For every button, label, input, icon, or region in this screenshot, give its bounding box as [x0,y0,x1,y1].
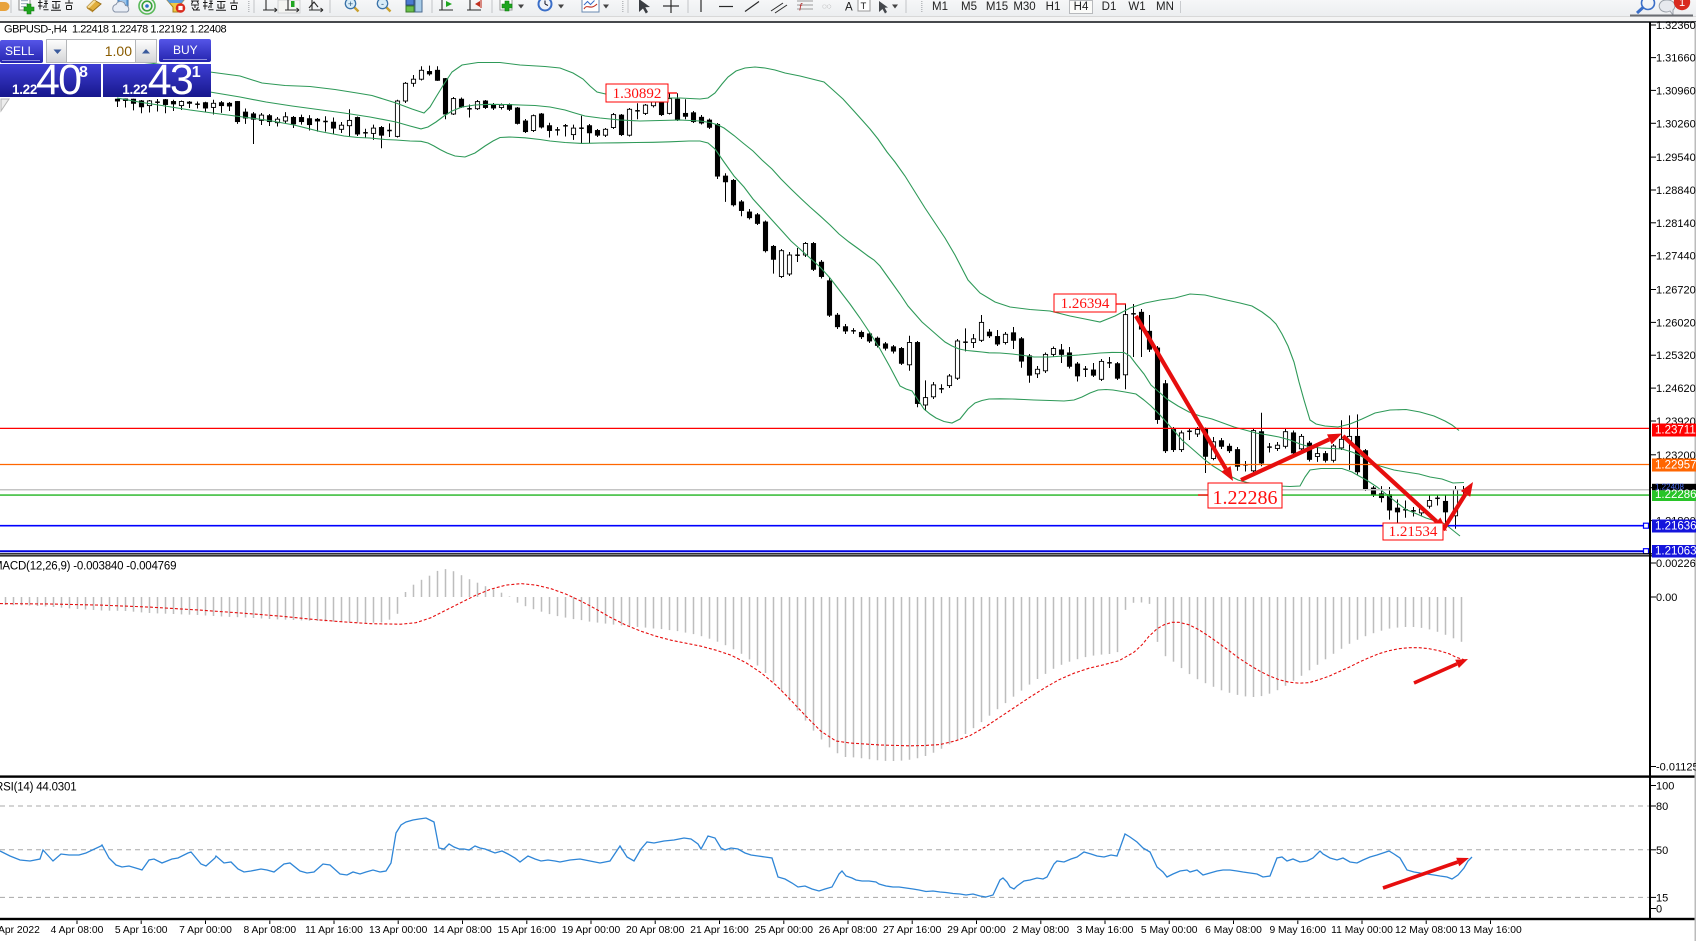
svg-text:6 May 08:00: 6 May 08:00 [1205,925,1262,936]
svg-text:15: 15 [1656,892,1668,904]
svg-text:1.29540: 1.29540 [1656,152,1696,164]
svg-text:1.22957: 1.22957 [1655,460,1696,472]
svg-text:A: A [845,2,853,14]
svg-text:19 Apr 00:00: 19 Apr 00:00 [562,925,621,936]
svg-text:T: T [861,1,867,12]
svg-text:21 Apr 16:00: 21 Apr 16:00 [690,925,749,936]
svg-text:1.21636: 1.21636 [1655,521,1696,533]
svg-text:1.22408: 1.22408 [1655,483,1684,492]
svg-text:1.32360: 1.32360 [1656,20,1696,32]
svg-text:13 May 16:00: 13 May 16:00 [1459,925,1522,936]
svg-text:2 May 08:00: 2 May 08:00 [1012,925,1069,936]
svg-text:-: - [381,0,384,9]
svg-text:13 Apr 00:00: 13 Apr 00:00 [369,925,428,936]
svg-text:+: + [348,0,353,9]
svg-text:-0.011252: -0.011252 [1656,762,1696,774]
svg-text:27 Apr 16:00: 27 Apr 16:00 [883,925,942,936]
svg-text:RSI(14) 44.0301: RSI(14) 44.0301 [0,782,76,794]
svg-text:1.31660: 1.31660 [1656,53,1696,65]
svg-text:1.21534: 1.21534 [1389,524,1438,540]
svg-text:1.26720: 1.26720 [1656,285,1696,297]
svg-text:1.27440: 1.27440 [1656,251,1696,263]
svg-text:1.26020: 1.26020 [1656,317,1696,329]
svg-text:50: 50 [1656,845,1668,857]
svg-text:1.21063: 1.21063 [1655,546,1696,558]
svg-text:9 May 16:00: 9 May 16:00 [1269,925,1326,936]
svg-text:20 Apr 08:00: 20 Apr 08:00 [626,925,685,936]
svg-text:11 Apr 16:00: 11 Apr 16:00 [305,925,363,936]
svg-text:1.28840: 1.28840 [1656,185,1696,197]
svg-text:15 Apr 16:00: 15 Apr 16:00 [498,925,557,936]
svg-text:1: 1 [1679,0,1685,9]
svg-text:1.25320: 1.25320 [1656,350,1696,362]
svg-text:0.00: 0.00 [1656,592,1677,604]
svg-text:7 Apr 00:00: 7 Apr 00:00 [179,925,232,936]
svg-text:14 Apr 08:00: 14 Apr 08:00 [433,925,492,936]
svg-text:f: f [799,3,803,14]
svg-text:◌◌: ◌◌ [822,2,832,11]
svg-text:29 Apr 00:00: 29 Apr 00:00 [947,925,1006,936]
svg-text:GBPUSD-,H4 1.22418 1.22478 1.: GBPUSD-,H4 1.22418 1.22478 1.22192 1.224… [4,24,227,36]
svg-text:4 Apr 08:00: 4 Apr 08:00 [51,925,104,936]
svg-text:1.23711: 1.23711 [1655,425,1696,437]
svg-text:11 May 00:00: 11 May 00:00 [1331,925,1393,936]
svg-text:12 May 08:00: 12 May 08:00 [1395,925,1458,936]
svg-text:1.30960: 1.30960 [1656,85,1696,97]
svg-text:3 May 16:00: 3 May 16:00 [1077,925,1134,936]
svg-text:Apr 2022: Apr 2022 [0,925,40,936]
svg-text:1.24620: 1.24620 [1656,383,1696,395]
svg-text:25 Apr 00:00: 25 Apr 00:00 [755,925,814,936]
svg-text:1.22286: 1.22286 [1655,489,1696,501]
svg-text:5 Apr 16:00: 5 Apr 16:00 [115,925,168,936]
svg-text:1.30260: 1.30260 [1656,118,1696,130]
svg-text:MACD(12,26,9) -0.003840 -0.004: MACD(12,26,9) -0.003840 -0.004769 [0,561,176,573]
svg-text:26 Apr 08:00: 26 Apr 08:00 [819,925,878,936]
svg-text:80: 80 [1656,801,1668,813]
svg-text:5 May 00:00: 5 May 00:00 [1141,925,1198,936]
svg-text:0.00226: 0.00226 [1656,558,1696,570]
svg-text:0: 0 [1656,904,1662,916]
svg-text:1.30892: 1.30892 [613,86,662,102]
svg-text:1.26394: 1.26394 [1061,296,1110,312]
svg-text:1.28140: 1.28140 [1656,218,1696,230]
svg-text:8 Apr 08:00: 8 Apr 08:00 [243,925,296,936]
svg-text:1.22286: 1.22286 [1213,487,1278,509]
svg-text:100: 100 [1656,781,1674,793]
